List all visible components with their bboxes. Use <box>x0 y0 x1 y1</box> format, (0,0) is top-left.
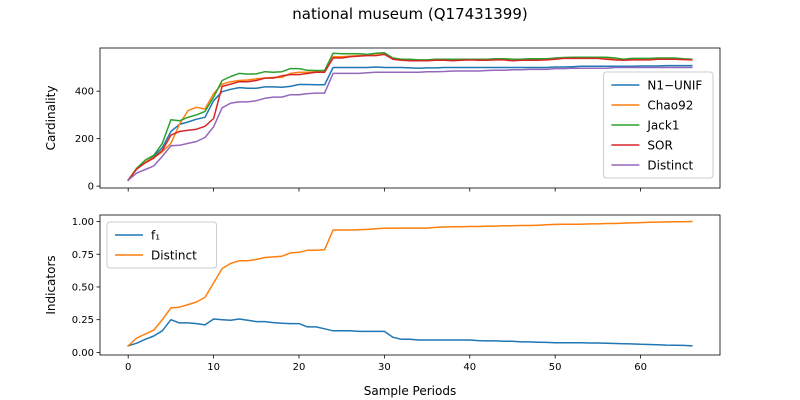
figure-title: national museum (Q17431399) <box>292 5 527 23</box>
y-tick-label-0-0: 0 <box>88 182 94 193</box>
x-tick-label-1-5: 50 <box>549 362 562 373</box>
legend-label-0-2: Jack1 <box>646 119 679 133</box>
x-tick-label-1-3: 30 <box>378 362 391 373</box>
y-tick-label-1-4: 1.00 <box>72 217 94 228</box>
y-tick-label-1-3: 0.75 <box>72 250 94 261</box>
y-tick-label-1-0: 0.00 <box>72 348 94 359</box>
y-tick-label-1-2: 0.50 <box>72 282 94 293</box>
legend-label-0-0: N1−UNIF <box>647 79 702 93</box>
legend-label-1-1: Distinct <box>151 249 197 263</box>
series-line-1-1 <box>127 220 693 347</box>
series-line-0-3 <box>127 53 693 182</box>
y-axis-label-0: Cardinality <box>44 86 58 151</box>
legend-label-1-0: f₁ <box>151 229 160 243</box>
y-axis-label-1: Indicators <box>44 255 58 314</box>
axes-frame <box>99 47 721 189</box>
legend-label-0-3: SOR <box>647 139 672 153</box>
x-tick-label-1-0: 0 <box>125 362 131 373</box>
legend-label-0-1: Chao92 <box>647 99 693 113</box>
series-line-0-4 <box>127 66 693 182</box>
axes-frame <box>99 214 721 356</box>
x-tick-label-1-1: 10 <box>207 362 220 373</box>
legend-label-0-4: Distinct <box>647 159 693 173</box>
legend-box-0 <box>602 71 714 179</box>
y-tick-label-0-1: 200 <box>75 134 94 145</box>
x-axis-label-1: Sample Periods <box>364 384 456 398</box>
y-tick-label-0-2: 400 <box>75 87 94 98</box>
series-line-0-0 <box>127 64 693 182</box>
legend-box-1 <box>106 221 218 269</box>
series-line-0-2 <box>127 51 693 182</box>
y-tick-label-1-1: 0.25 <box>72 315 94 326</box>
series-line-1-0 <box>127 318 693 347</box>
x-tick-label-1-6: 60 <box>634 362 647 373</box>
x-tick-label-1-2: 20 <box>293 362 306 373</box>
x-tick-label-1-4: 40 <box>463 362 476 373</box>
top-panel: 0 200 400 Cardinality N1−UNIF Chao92 Jack1 SOR D… <box>44 47 721 193</box>
bottom-panel: 0 10 20 30 40 50 60 0.00 0.25 0.50 0.75 1.00 Indicat… <box>44 214 721 398</box>
